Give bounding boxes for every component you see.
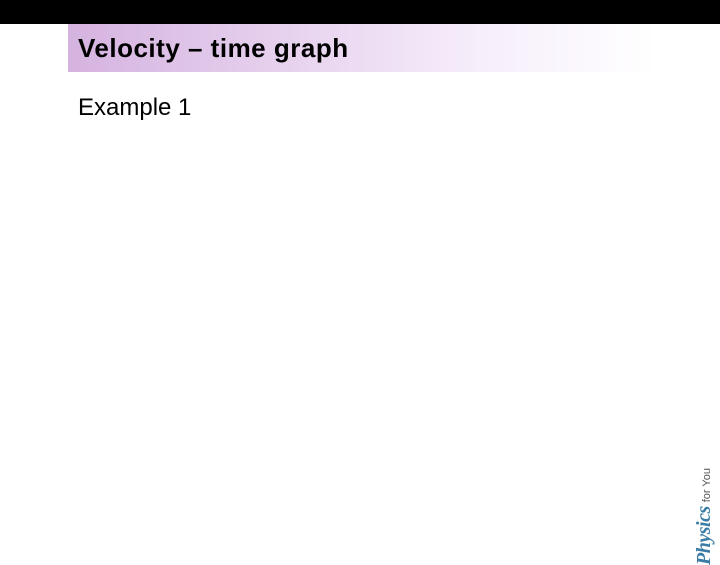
subtitle-text: Example 1 xyxy=(78,94,191,122)
title-banner: Velocity – time graph xyxy=(68,24,656,72)
logo-area: Physics for You xyxy=(693,468,716,565)
logo-sub-text: for You xyxy=(701,468,713,502)
logo-main-text: Physics xyxy=(693,506,716,565)
page-title: Velocity – time graph xyxy=(78,33,349,64)
top-black-bar xyxy=(0,0,720,24)
